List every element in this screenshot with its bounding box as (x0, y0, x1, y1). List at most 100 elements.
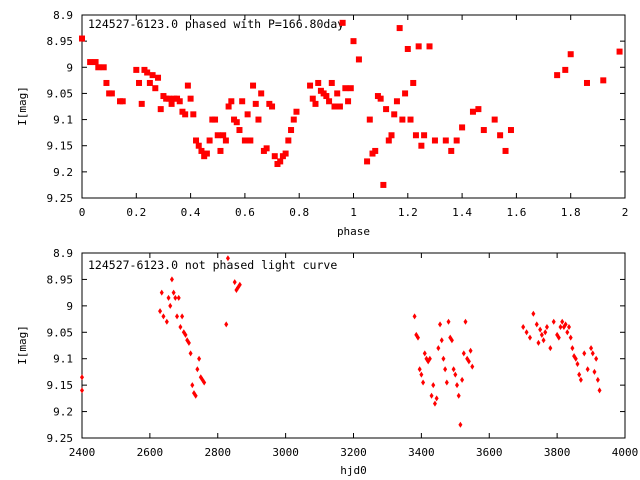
data-point (144, 69, 151, 76)
data-point (244, 111, 251, 118)
data-point (616, 48, 623, 55)
y-axis-label: I[mag] (16, 325, 29, 365)
data-point (220, 132, 227, 139)
data-point (480, 127, 487, 134)
data-point (589, 345, 594, 352)
data-point (250, 82, 257, 89)
data-point (197, 355, 202, 362)
data-point (186, 339, 191, 346)
y-tick-label: 9.05 (47, 326, 74, 339)
x-tick-label: 1.2 (398, 206, 418, 219)
data-point (453, 137, 460, 144)
data-point (463, 318, 468, 325)
data-point (241, 137, 248, 144)
x-tick-label: 3200 (340, 446, 367, 459)
data-point (187, 95, 194, 102)
data-point (563, 321, 568, 328)
data-point (558, 324, 563, 330)
data-point (444, 379, 449, 386)
data-point (138, 100, 145, 107)
data-point (157, 106, 164, 113)
data-point (453, 371, 458, 378)
data-point (100, 64, 107, 71)
data-point (342, 85, 349, 92)
data-point (323, 93, 330, 100)
x-tick-label: 0.2 (126, 206, 146, 219)
data-point (237, 281, 242, 288)
data-point (176, 294, 181, 301)
data-point (455, 382, 460, 389)
data-point (383, 106, 390, 113)
data-point (575, 361, 580, 367)
data-point (446, 318, 451, 325)
data-point (434, 395, 439, 402)
data-point (195, 142, 202, 149)
data-point (441, 355, 446, 362)
data-point (422, 350, 427, 357)
data-point (451, 366, 456, 373)
data-point (442, 137, 449, 144)
data-point (203, 150, 210, 157)
data-point (577, 371, 582, 378)
y-tick-label: 9.05 (47, 87, 74, 100)
data-point (439, 337, 444, 344)
data-point (87, 59, 94, 66)
data-point (592, 368, 597, 375)
data-point (521, 324, 526, 330)
x-tick-label: 0.6 (235, 206, 255, 219)
y-tick-label: 9 (66, 300, 73, 313)
x-tick-label: 1.4 (452, 206, 472, 219)
data-point (331, 103, 338, 110)
data-point (402, 90, 409, 97)
data-point (103, 79, 110, 86)
data-point (206, 137, 213, 144)
data-point (456, 392, 461, 399)
data-point (568, 334, 573, 341)
data-point (388, 132, 395, 139)
data-point (385, 137, 392, 144)
data-point (567, 51, 574, 58)
data-point (180, 313, 185, 320)
x-tick-label: 3400 (408, 446, 435, 459)
data-point (277, 158, 284, 165)
data-point (193, 392, 198, 399)
data-point (288, 127, 295, 134)
data-points (80, 255, 602, 428)
data-point (410, 79, 417, 86)
data-point (347, 85, 354, 92)
data-point (198, 147, 205, 154)
data-point (212, 116, 219, 123)
y-tick-label: 9.2 (53, 406, 73, 419)
data-point (429, 392, 434, 399)
data-point (468, 347, 473, 354)
data-point (412, 132, 419, 139)
data-point (531, 310, 536, 317)
data-point (282, 150, 289, 157)
data-point (562, 66, 569, 73)
y-tick-label: 8.95 (47, 273, 74, 286)
data-point (183, 331, 188, 338)
data-point (534, 321, 539, 328)
data-point (595, 376, 600, 383)
data-point (556, 334, 561, 341)
data-point (336, 103, 343, 110)
data-point (459, 124, 466, 131)
data-point (184, 82, 191, 89)
data-point (582, 350, 587, 357)
data-point (175, 313, 180, 320)
data-point (193, 137, 200, 144)
data-point (217, 147, 224, 154)
data-point (188, 350, 193, 357)
data-point (269, 103, 276, 110)
x-axis-label: hjd0 (340, 464, 367, 477)
data-point (570, 345, 575, 352)
data-point (412, 313, 417, 320)
data-point (551, 318, 556, 325)
x-tick-label: 4000 (612, 446, 639, 459)
data-point (178, 324, 183, 330)
data-point (202, 379, 207, 386)
data-point (600, 77, 607, 84)
data-point (544, 324, 549, 330)
data-point (427, 355, 432, 362)
